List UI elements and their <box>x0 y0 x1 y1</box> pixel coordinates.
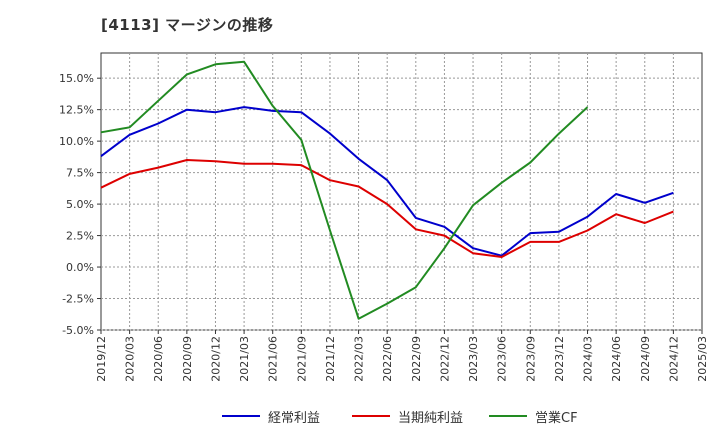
x-tick-label: 2023/09 <box>524 336 537 382</box>
x-tick-label: 2024/09 <box>639 336 652 382</box>
legend-label-operating-cf: 営業CF <box>535 410 578 426</box>
y-tick-label: 10.0% <box>59 135 94 148</box>
legend-label-net-income: 当期純利益 <box>398 410 464 426</box>
x-tick-label: 2021/09 <box>295 336 308 382</box>
legend-swatch-net-income <box>352 415 390 417</box>
x-tick-label: 2024/06 <box>610 336 623 382</box>
y-tick-label: 15.0% <box>59 72 94 85</box>
plot-area <box>100 52 703 331</box>
x-tick-label: 2020/06 <box>152 336 165 382</box>
y-tick-label: -2.5% <box>62 293 94 306</box>
x-tick-label: 2025/03 <box>696 336 709 382</box>
y-tick-label: 12.5% <box>59 104 94 117</box>
legend-item-recurring-profit: 経常利益 <box>222 404 320 428</box>
legend-item-operating-cf: 営業CF <box>489 404 578 428</box>
x-tick-label: 2021/06 <box>267 336 280 382</box>
x-tick-label: 2022/09 <box>410 336 423 382</box>
x-tick-label: 2022/12 <box>438 336 451 382</box>
x-tick-label: 2023/06 <box>496 336 509 382</box>
legend-label-recurring-profit: 経常利益 <box>268 410 321 426</box>
x-tick-label: 2023/03 <box>467 336 480 382</box>
x-tick-label: 2020/03 <box>124 336 137 382</box>
x-tick-label: 2023/12 <box>553 336 566 382</box>
x-tick-label: 2021/03 <box>238 336 251 382</box>
x-tick-label: 2020/12 <box>209 336 222 382</box>
y-tick-label: 0.0% <box>66 261 94 274</box>
legend-swatch-operating-cf <box>489 415 527 417</box>
y-tick-label: 5.0% <box>66 198 94 211</box>
x-tick-label: 2021/12 <box>324 336 337 382</box>
x-tick-label: 2022/03 <box>353 336 366 382</box>
series-line-net-income <box>100 159 674 258</box>
chart-legend: 経常利益 当期純利益 営業CF <box>0 404 720 428</box>
x-tick-label: 2024/12 <box>667 336 680 382</box>
legend-swatch-recurring-profit <box>222 415 260 417</box>
series-line-operating-cf <box>100 60 589 320</box>
legend-item-net-income: 当期純利益 <box>352 404 463 428</box>
x-tick-label: 2019/12 <box>95 336 108 382</box>
y-tick-label: 7.5% <box>66 167 94 180</box>
x-tick-label: 2020/09 <box>181 336 194 382</box>
x-tick-label: 2022/06 <box>381 336 394 382</box>
chart-title: [4113] マージンの推移 <box>101 16 274 34</box>
y-tick-label: -5.0% <box>62 324 94 337</box>
y-tick-label: 2.5% <box>66 230 94 243</box>
series-line-recurring-profit <box>100 106 674 257</box>
x-tick-label: 2024/03 <box>582 336 595 382</box>
